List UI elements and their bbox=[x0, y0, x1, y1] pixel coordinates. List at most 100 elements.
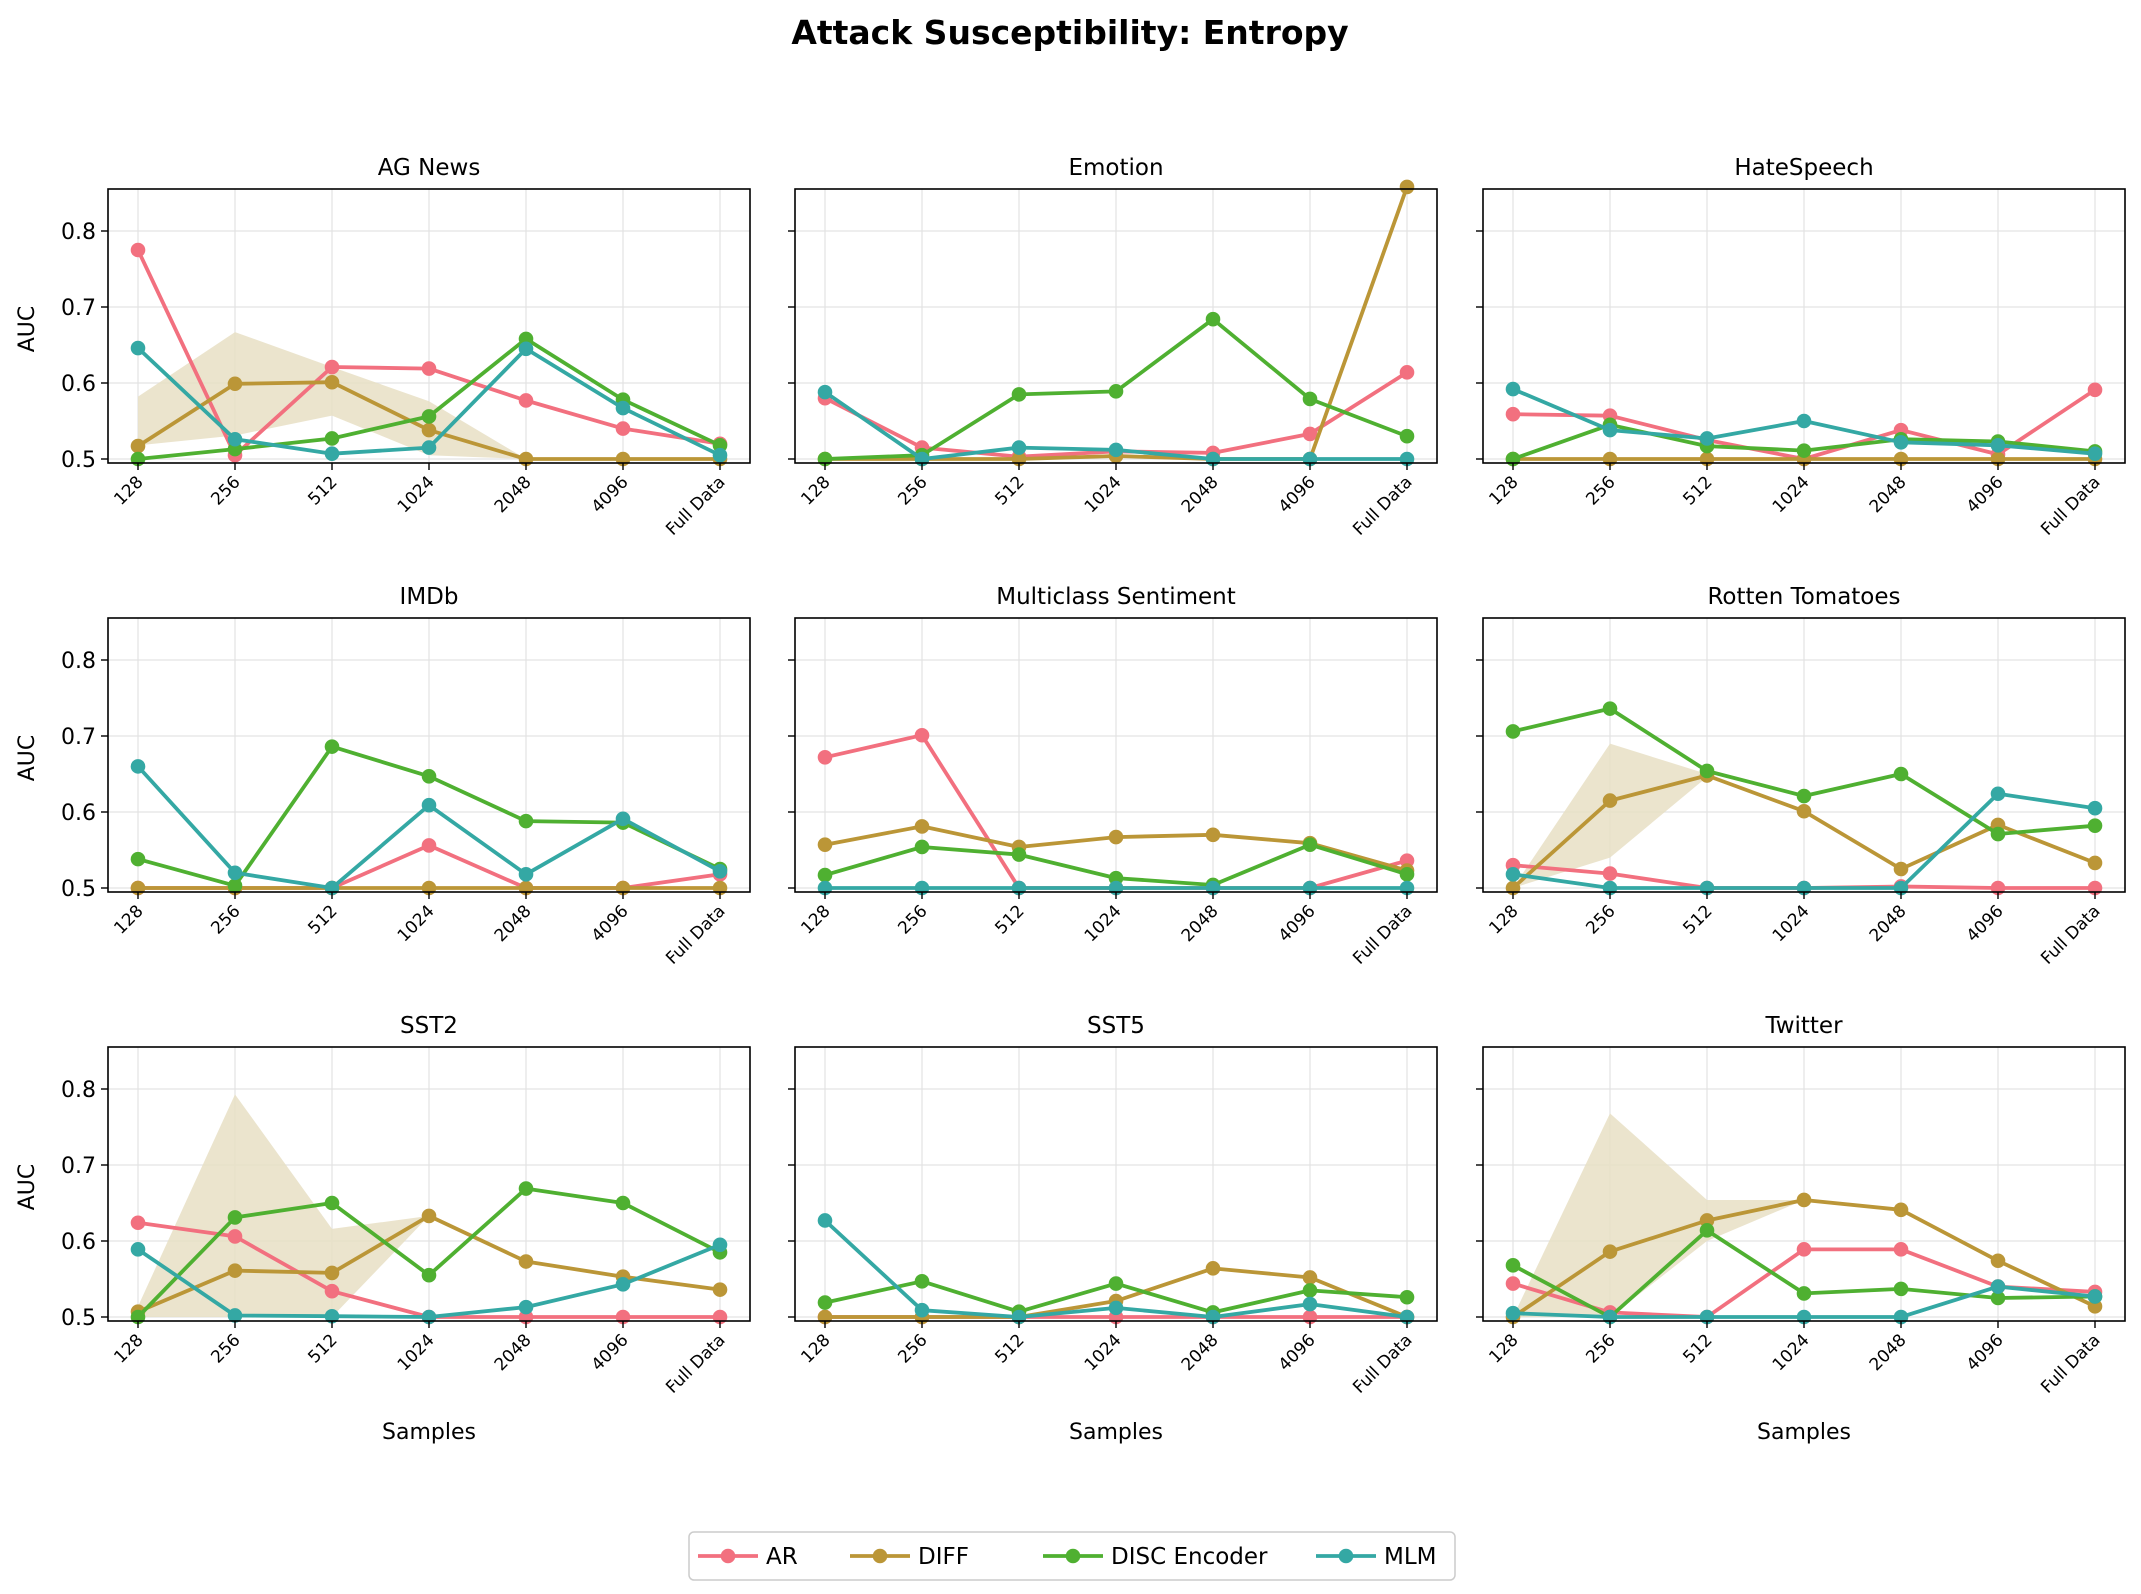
legend-label: MLM bbox=[1384, 1544, 1437, 1570]
data-point bbox=[227, 878, 243, 894]
data-point bbox=[421, 768, 437, 784]
data-point bbox=[1505, 1305, 1521, 1321]
data-point bbox=[518, 1181, 534, 1196]
data-point bbox=[227, 1308, 243, 1323]
data-point bbox=[227, 431, 243, 447]
data-point bbox=[2087, 855, 2103, 871]
data-point bbox=[130, 851, 146, 867]
data-point bbox=[1990, 1253, 2006, 1269]
data-point bbox=[1399, 428, 1415, 444]
legend-entry-ar: AR bbox=[698, 1544, 798, 1570]
y-tick-label: 0.8 bbox=[61, 1078, 96, 1103]
legend: AR DIFF DISC Encoder MLM bbox=[688, 1531, 1456, 1581]
data-point bbox=[518, 393, 534, 408]
grid bbox=[795, 1047, 1437, 1321]
series-mlm bbox=[130, 759, 728, 896]
data-point bbox=[518, 1254, 534, 1269]
data-point bbox=[518, 867, 534, 882]
data-point bbox=[421, 422, 437, 438]
data-point bbox=[324, 359, 340, 375]
data-point bbox=[324, 374, 340, 390]
legend-entry-mlm: MLM bbox=[1316, 1544, 1437, 1570]
y-tick-label: 0.7 bbox=[61, 725, 96, 750]
data-point bbox=[421, 409, 437, 424]
data-point bbox=[914, 1273, 930, 1289]
data-point bbox=[1505, 406, 1521, 422]
data-point bbox=[130, 340, 146, 356]
panel-title: SST5 bbox=[1087, 1013, 1145, 1039]
data-point bbox=[1108, 1276, 1124, 1291]
legend-entry-diff: DIFF bbox=[850, 1544, 969, 1570]
data-point bbox=[1796, 788, 1812, 804]
series-diff bbox=[1505, 1192, 2103, 1325]
data-point bbox=[421, 797, 437, 813]
legend-marker bbox=[1065, 1548, 1081, 1564]
data-point bbox=[421, 440, 437, 455]
series-disc-encoder bbox=[1505, 701, 2103, 842]
y-tick-label: 0.6 bbox=[61, 372, 96, 397]
y-tick-label: 0.8 bbox=[61, 649, 96, 674]
data-point bbox=[1108, 442, 1124, 458]
data-point bbox=[421, 361, 437, 376]
data-point bbox=[1602, 1244, 1618, 1259]
data-point bbox=[615, 811, 631, 827]
data-point bbox=[1893, 434, 1909, 450]
data-point bbox=[817, 1295, 833, 1310]
data-point bbox=[712, 1282, 728, 1297]
legend-label: DIFF bbox=[918, 1544, 969, 1570]
data-point bbox=[615, 421, 631, 436]
data-point bbox=[817, 1213, 833, 1228]
data-point bbox=[1505, 381, 1521, 397]
figure-title: Attack Susceptibility: Entropy bbox=[791, 13, 1348, 52]
data-point bbox=[1699, 1223, 1715, 1238]
diff-band bbox=[1513, 743, 2095, 888]
data-point bbox=[1602, 701, 1618, 716]
panel-title: AG News bbox=[378, 155, 481, 181]
data-point bbox=[1990, 786, 2006, 802]
data-point bbox=[712, 863, 728, 879]
data-point bbox=[421, 1208, 437, 1224]
data-point bbox=[1011, 440, 1027, 455]
data-point bbox=[1602, 866, 1618, 881]
panel-title: HateSpeech bbox=[1734, 155, 1873, 181]
legend-label: DISC Encoder bbox=[1111, 1544, 1268, 1570]
data-point bbox=[615, 400, 631, 416]
data-point bbox=[130, 759, 146, 774]
data-point bbox=[2087, 382, 2103, 398]
panel-title: SST2 bbox=[400, 1013, 458, 1039]
data-point bbox=[1399, 179, 1415, 195]
data-point bbox=[1011, 387, 1027, 402]
series-diff bbox=[130, 1208, 728, 1319]
y-axis-label: AUC bbox=[15, 735, 40, 782]
data-point bbox=[1990, 1279, 2006, 1294]
y-axis-label: AUC bbox=[15, 306, 40, 353]
series-disc-encoder bbox=[817, 1273, 1415, 1320]
data-point bbox=[324, 431, 340, 446]
data-point bbox=[1990, 438, 2006, 453]
data-point bbox=[227, 1210, 243, 1225]
data-point bbox=[1505, 867, 1521, 882]
data-point bbox=[1893, 1202, 1909, 1218]
data-point bbox=[1990, 826, 2006, 842]
data-point bbox=[518, 813, 534, 829]
data-point bbox=[817, 867, 833, 883]
data-point bbox=[227, 1229, 243, 1244]
data-point bbox=[1796, 443, 1812, 458]
panel-title: Emotion bbox=[1068, 155, 1163, 181]
data-point bbox=[712, 1237, 728, 1253]
diff-band bbox=[138, 332, 720, 459]
data-point bbox=[1505, 1276, 1521, 1291]
data-point bbox=[1108, 829, 1124, 845]
data-point bbox=[1302, 1283, 1318, 1298]
data-point bbox=[712, 447, 728, 463]
x-axis-label: Samples bbox=[382, 1420, 476, 1445]
data-point bbox=[1893, 1242, 1909, 1257]
data-point bbox=[1505, 1258, 1521, 1273]
data-point bbox=[324, 739, 340, 754]
y-tick-label: 0.5 bbox=[61, 877, 96, 902]
data-point bbox=[130, 438, 146, 454]
data-point bbox=[227, 376, 243, 392]
series-mlm bbox=[130, 1237, 728, 1325]
diff-band bbox=[1513, 1113, 2095, 1317]
data-point bbox=[1796, 1242, 1812, 1257]
